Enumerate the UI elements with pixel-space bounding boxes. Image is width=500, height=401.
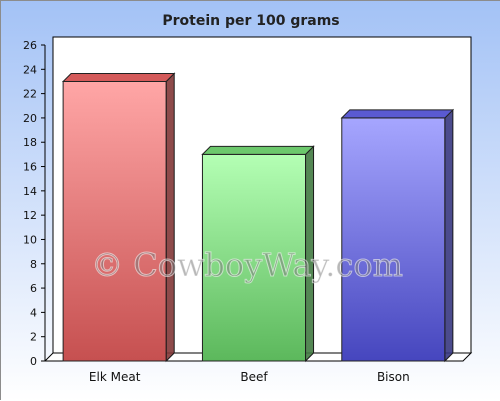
- x-axis: Elk Meat Beef Bison: [89, 370, 410, 384]
- bar-top: [201, 145, 315, 155]
- y-tick-label: 20: [23, 112, 37, 125]
- y-tick-label: 24: [23, 63, 37, 76]
- bar-front: [341, 117, 446, 362]
- bar-side-shade: [444, 109, 453, 361]
- y-tick-label: 6: [30, 282, 37, 295]
- y-tick-label: 2: [30, 331, 37, 344]
- y-tick-label: 14: [23, 185, 37, 198]
- bar-bison: [340, 108, 455, 363]
- x-tick-label: Elk Meat: [89, 370, 141, 384]
- y-tick-label: 16: [23, 161, 37, 174]
- y-tick-label: 4: [30, 306, 37, 319]
- y-tick-label: 18: [23, 136, 37, 149]
- bar-top: [340, 109, 455, 119]
- bar-beef: [201, 145, 315, 363]
- y-tick-label: 26: [23, 39, 37, 52]
- y-tick-label: 12: [23, 209, 37, 222]
- bar-front: [62, 80, 167, 362]
- bars: [61, 72, 455, 363]
- y-tick-label: 22: [23, 88, 37, 101]
- x-tick-label: Bison: [377, 370, 410, 384]
- y-tick-label: 10: [23, 233, 37, 246]
- y-tick-label: 0: [30, 355, 37, 368]
- bar-side-shade: [166, 73, 175, 361]
- y-tick-label: 8: [30, 258, 37, 271]
- x-tick-label: Beef: [240, 370, 268, 384]
- bar-top: [61, 72, 176, 82]
- bar-front: [201, 153, 307, 362]
- bar-side-shade: [305, 146, 314, 361]
- chart-title: Protein per 100 grams: [162, 13, 339, 29]
- watermark: © CowboyWay.com: [91, 246, 403, 284]
- bar-elk-meat: [61, 72, 176, 363]
